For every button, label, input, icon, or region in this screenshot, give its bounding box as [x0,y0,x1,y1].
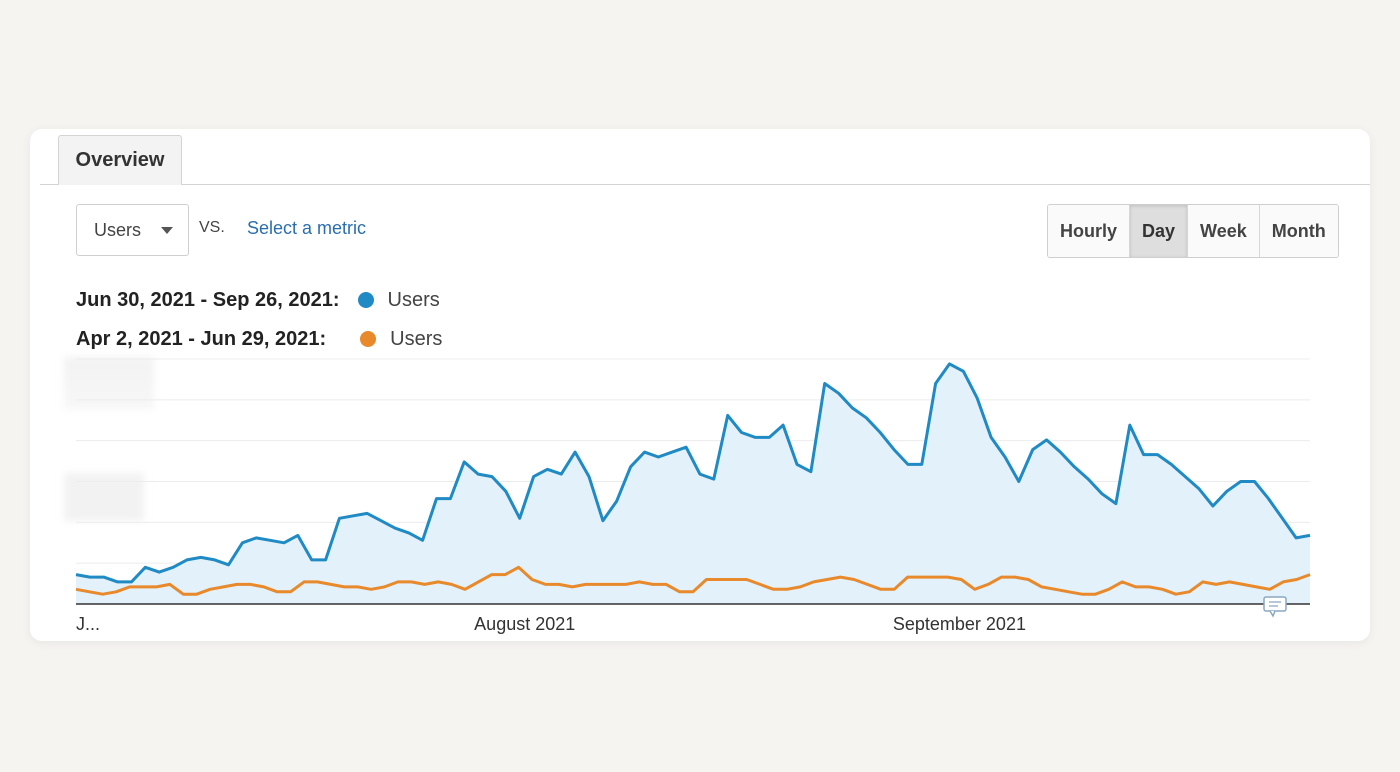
previous-period-line [75,565,1311,596]
metric-dropdown[interactable]: Users [76,204,189,256]
legend-previous-dot-icon [360,331,377,347]
legend-current-dot-icon [357,292,374,308]
legend-previous-range: Apr 2, 2021 - Jun 29, 2021: [76,327,327,350]
granularity-day-button[interactable]: Day [1130,205,1189,257]
x-tick-label: August 2021 [474,614,575,634]
annotation-icon [1263,596,1287,618]
legend-current-range: Jun 30, 2021 - Sep 26, 2021: [76,288,340,311]
legend-previous-series: Users [390,327,443,350]
legend-previous-period: Apr 2, 2021 - Jun 29, 2021: Users [76,326,442,352]
x-tick-label: J... [76,614,100,634]
tab-bar-divider [40,184,1370,185]
select-metric-link[interactable]: Select a metric [247,218,367,238]
granularity-hourly-button[interactable]: Hourly [1048,205,1131,257]
x-axis-ticks: J... August 2021 September 2021 [76,614,1026,634]
x-tick-label: September 2021 [893,614,1026,634]
granularity-week-button[interactable]: Week [1188,205,1260,257]
tab-overview[interactable]: Overview [58,135,182,185]
granularity-toggle: Hourly Day Week Month [1047,204,1339,258]
vs-label: VS. [199,219,225,236]
users-area-chart: J... August 2021 September 2021 [75,358,1311,634]
granularity-month-button[interactable]: Month [1259,205,1338,257]
legend-current-series: Users [387,288,440,311]
current-period-area [76,363,1310,604]
current-period-line [75,362,1311,584]
overview-card: Overview Users VS. Select a metric Hourl… [30,129,1370,641]
metric-dropdown-value: Users [94,219,142,240]
chevron-down-icon [161,227,173,234]
legend-current-period: Jun 30, 2021 - Sep 26, 2021: Users [76,287,440,313]
